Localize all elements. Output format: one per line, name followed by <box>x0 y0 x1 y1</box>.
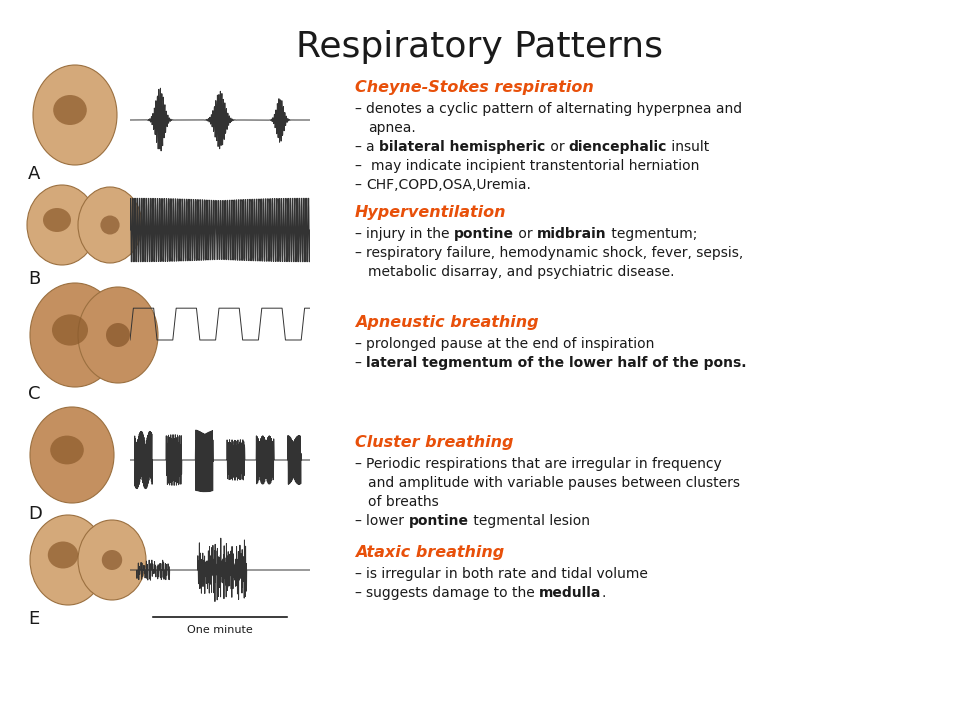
Ellipse shape <box>78 187 142 263</box>
Text: may indicate incipient transtentorial herniation: may indicate incipient transtentorial he… <box>371 159 699 173</box>
Text: or: or <box>515 227 538 241</box>
Text: Hyperventilation: Hyperventilation <box>355 205 507 220</box>
Text: pontine: pontine <box>409 514 468 528</box>
Ellipse shape <box>50 436 84 464</box>
Text: and amplitude with variable pauses between clusters: and amplitude with variable pauses betwe… <box>368 476 740 490</box>
Text: –: – <box>355 586 367 600</box>
Ellipse shape <box>102 550 122 570</box>
Text: midbrain: midbrain <box>538 227 607 241</box>
Text: Ataxic breathing: Ataxic breathing <box>355 545 504 560</box>
Ellipse shape <box>52 315 88 346</box>
Text: One minute: One minute <box>187 625 252 635</box>
Ellipse shape <box>33 65 117 165</box>
Text: suggests damage to the: suggests damage to the <box>367 586 540 600</box>
Text: tegmental lesion: tegmental lesion <box>468 514 589 528</box>
Text: B: B <box>28 270 40 288</box>
Text: diencephalic: diencephalic <box>568 140 667 154</box>
Text: Cheyne-Stokes respiration: Cheyne-Stokes respiration <box>355 80 593 95</box>
Text: respiratory failure, hemodynamic shock, fever, sepsis,: respiratory failure, hemodynamic shock, … <box>367 246 743 260</box>
Ellipse shape <box>30 515 106 605</box>
Text: Cluster breathing: Cluster breathing <box>355 435 514 450</box>
Text: C: C <box>28 385 40 403</box>
Text: –: – <box>355 178 367 192</box>
Text: –: – <box>355 246 367 260</box>
Text: is irregular in both rate and tidal volume: is irregular in both rate and tidal volu… <box>367 567 648 581</box>
Text: A: A <box>28 165 40 183</box>
Text: of breaths: of breaths <box>368 495 439 509</box>
Text: metabolic disarray, and psychiatric disease.: metabolic disarray, and psychiatric dise… <box>368 265 675 279</box>
Ellipse shape <box>27 185 97 265</box>
Text: Apneustic breathing: Apneustic breathing <box>355 315 539 330</box>
Ellipse shape <box>30 407 114 503</box>
Text: –: – <box>355 514 367 528</box>
Ellipse shape <box>53 95 86 125</box>
Text: –: – <box>355 159 371 173</box>
Text: E: E <box>28 610 39 628</box>
Text: Periodic respirations that are irregular in frequency: Periodic respirations that are irregular… <box>367 457 722 471</box>
Text: –: – <box>355 102 367 116</box>
Ellipse shape <box>48 541 78 569</box>
Text: lower: lower <box>367 514 409 528</box>
Text: injury in the: injury in the <box>367 227 454 241</box>
Ellipse shape <box>106 323 130 347</box>
Text: Respiratory Patterns: Respiratory Patterns <box>297 30 663 64</box>
Text: –: – <box>355 140 367 154</box>
Text: prolonged pause at the end of inspiration: prolonged pause at the end of inspiratio… <box>367 337 655 351</box>
Text: –: – <box>355 356 367 370</box>
Ellipse shape <box>78 287 158 383</box>
Text: –: – <box>355 567 367 581</box>
Text: –: – <box>355 457 367 471</box>
Ellipse shape <box>78 520 146 600</box>
Text: denotes a cyclic pattern of alternating hyperpnea and: denotes a cyclic pattern of alternating … <box>367 102 742 116</box>
Text: insult: insult <box>667 140 709 154</box>
Text: apnea.: apnea. <box>368 121 416 135</box>
Text: CHF,COPD,OSA,Uremia.: CHF,COPD,OSA,Uremia. <box>367 178 531 192</box>
Text: lateral tegmentum of the lower half of the pons.: lateral tegmentum of the lower half of t… <box>367 356 747 370</box>
Text: –: – <box>355 227 367 241</box>
Ellipse shape <box>43 208 71 232</box>
Ellipse shape <box>30 283 120 387</box>
Text: tegmentum;: tegmentum; <box>607 227 697 241</box>
Text: a: a <box>367 140 379 154</box>
Ellipse shape <box>101 215 120 235</box>
Text: medulla: medulla <box>540 586 602 600</box>
Text: –: – <box>355 337 367 351</box>
Text: or: or <box>545 140 568 154</box>
Text: D: D <box>28 505 42 523</box>
Text: bilateral hemispheric: bilateral hemispheric <box>379 140 545 154</box>
Text: pontine: pontine <box>454 227 515 241</box>
Text: .: . <box>602 586 606 600</box>
